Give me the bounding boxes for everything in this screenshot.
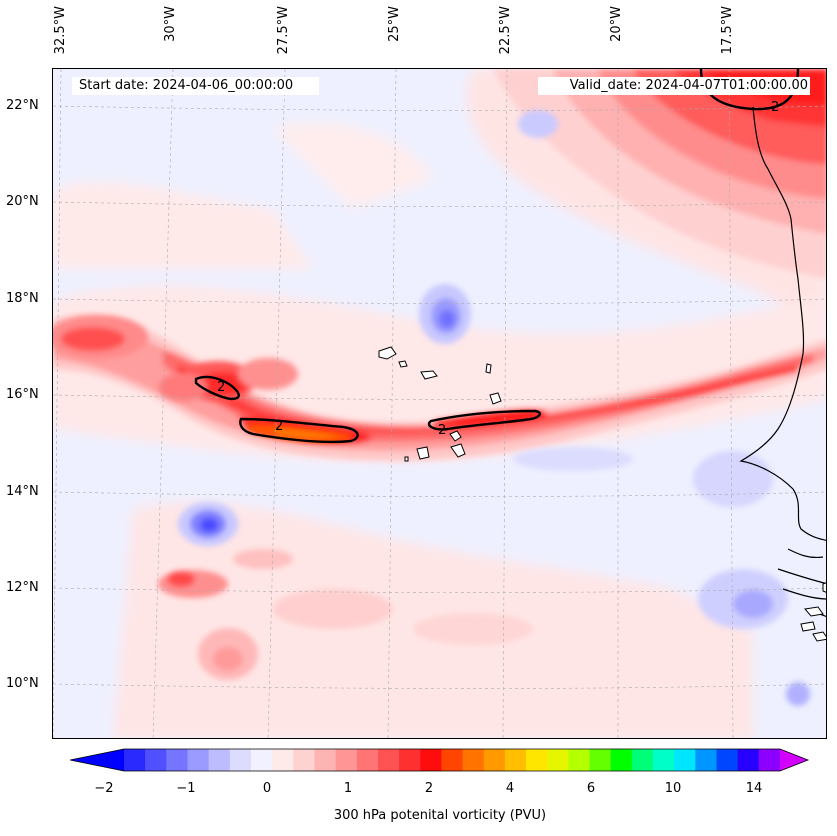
colorbar-cell [462, 749, 485, 771]
start-date-label: Start date: 2024-04-06_00:00:00 [72, 77, 319, 95]
colorbar-cell [208, 749, 231, 771]
colorbar-cell [166, 749, 188, 771]
lon-label-22-5w: 22.5°W [498, 6, 513, 55]
lon-label-27-5w: 27.5°W [276, 6, 291, 55]
lat-label-18n: 18°N [6, 291, 39, 306]
colorbar-outline [70, 748, 810, 772]
pv-left-blobs [53, 315, 298, 401]
lon-label-25w: 25°W [387, 6, 402, 42]
colorbar-cell [124, 749, 146, 771]
lon-label-20w: 20°W [609, 6, 624, 42]
colorbar-cell [145, 749, 167, 771]
graticule [53, 69, 826, 738]
contour-label-a: 2 [217, 380, 225, 395]
cb-tick-1: 1 [343, 781, 353, 796]
colorbar-extend-max [780, 749, 808, 771]
colorbar-cell [420, 749, 442, 771]
contour-label-c: 2 [438, 423, 446, 438]
lon-label-30w: 30°W [163, 6, 178, 42]
colorbar-cell [610, 749, 633, 771]
colorbar-cell [674, 749, 696, 771]
colorbar-cell [504, 749, 527, 771]
pv-orange-core [248, 424, 352, 443]
colorbar-cell [250, 749, 273, 771]
colorbar-cell [631, 749, 654, 771]
colorbar-extend-min [70, 749, 124, 771]
colorbar-cell [547, 749, 569, 771]
pv-contour-labels: 2 2 2 2 [217, 100, 779, 438]
lat-label-16n: 16°N [6, 387, 39, 402]
colorbar-cell [737, 749, 760, 771]
cb-tick-0: 0 [262, 781, 272, 796]
colorbar-cell [293, 749, 315, 771]
colorbar-cell [758, 749, 781, 771]
colorbar-cell [568, 749, 591, 771]
colorbar-cell [272, 749, 294, 771]
pv-field-map: 2 2 2 2 [53, 69, 826, 738]
lon-label-32-5w: 32.5°W [53, 6, 68, 55]
colorbar [70, 748, 810, 772]
cb-tick-6: 6 [586, 781, 596, 796]
colorbar-cell [356, 749, 379, 771]
colorbar-cell [716, 749, 739, 771]
map-panel[interactable]: 2 2 2 2 [52, 68, 827, 739]
cb-tick-14: 14 [745, 781, 763, 796]
lat-label-14n: 14°N [6, 484, 39, 499]
cb-tick-4: 4 [505, 781, 515, 796]
colorbar-label: 300 hPa potenital vorticity (PVU) [333, 808, 547, 823]
africa-coastline [739, 106, 826, 617]
lon-label-17-5w: 17.5°W [720, 6, 735, 55]
contour-label-b: 2 [275, 419, 283, 434]
colorbar-cell [653, 749, 675, 771]
pv-south-blobs [158, 549, 533, 680]
colorbar-cell [314, 749, 337, 771]
lat-label-22n: 22°N [6, 98, 39, 113]
cb-tick-m1: −1 [176, 781, 196, 796]
pv-negative-regions [178, 110, 810, 706]
colorbar-cells [70, 748, 810, 772]
valid-date-label: Valid_date: 2024-04-07T01:00:00.00 [538, 77, 810, 95]
colorbar-cell [187, 749, 210, 771]
lat-label-10n: 10°N [6, 676, 39, 691]
colorbar-cell [526, 749, 548, 771]
colorbar-cell [589, 749, 612, 771]
colorbar-cell [695, 749, 718, 771]
colorbar-cell [441, 749, 464, 771]
colorbar-cell [377, 749, 400, 771]
contour-label-d: 2 [771, 100, 779, 115]
lat-label-12n: 12°N [6, 580, 39, 595]
cb-tick-2: 2 [424, 781, 434, 796]
colorbar-cell [483, 749, 506, 771]
colorbar-cell [229, 749, 252, 771]
cb-tick-10: 10 [664, 781, 682, 796]
colorbar-cell [335, 749, 358, 771]
lat-label-20n: 20°N [6, 194, 39, 209]
colorbar-cell [399, 749, 421, 771]
cb-tick-m2: −2 [94, 781, 114, 796]
cape-verde-islands [378, 346, 826, 642]
